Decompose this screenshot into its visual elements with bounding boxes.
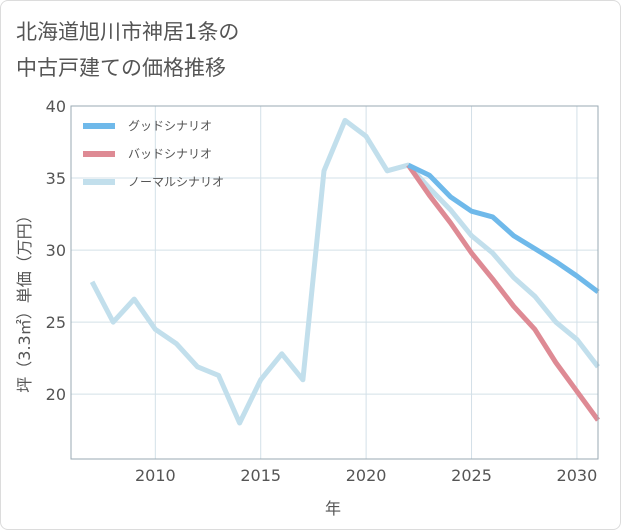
chart-title-line-1: 北海道旭川市神居1条の [16, 20, 240, 44]
legend-label-1: グッドシナリオ [128, 119, 212, 133]
x-tick-label: 2010 [135, 466, 176, 485]
legend-label-2: バッドシナリオ [128, 147, 212, 161]
series-line-2 [406, 163, 601, 422]
y-tick-label: 40 [46, 97, 66, 116]
series-layer [89, 117, 601, 426]
plot-area-frame [70, 105, 599, 460]
x-axis-label: 年 [325, 499, 341, 518]
y-tick-label: 25 [46, 313, 66, 332]
x-tick-label: 2020 [346, 466, 387, 485]
x-tick-label: 2030 [557, 466, 598, 485]
series-line-1 [407, 162, 600, 294]
y-tick-label: 35 [46, 169, 66, 188]
y-axis-label: 坪（3.3㎡）単価（万円） [15, 207, 34, 392]
x-tick-label: 2015 [240, 466, 281, 485]
legend-label-3: ノーマルシナリオ [128, 175, 224, 189]
x-tick-label: 2025 [451, 466, 492, 485]
y-tick-label: 20 [46, 385, 66, 404]
chart-title-line-2: 中古戸建ての価格推移 [16, 56, 226, 80]
series-line-3 [89, 117, 600, 426]
chart-title: 北海道旭川市神居1条の 中古戸建ての価格推移 [16, 14, 239, 86]
y-tick-label: 30 [46, 241, 66, 260]
